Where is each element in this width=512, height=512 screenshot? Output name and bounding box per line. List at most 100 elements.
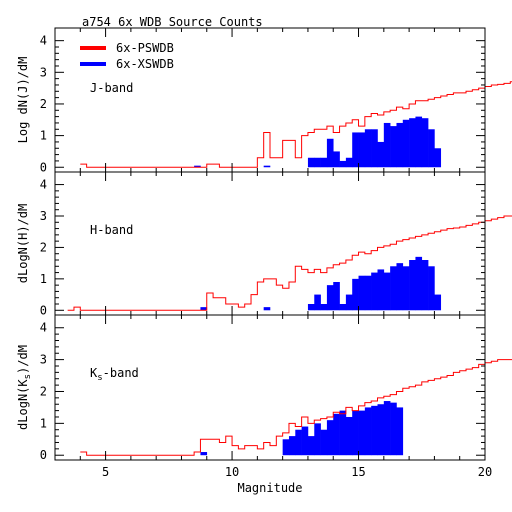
bar [434, 294, 442, 311]
bar [200, 307, 208, 311]
y-axis-label-main: dLogN(K [16, 379, 30, 430]
y-tick-label: 1 [40, 129, 47, 143]
bar [390, 402, 397, 456]
bar [421, 118, 429, 168]
band-label-main: K [90, 366, 98, 380]
bar [282, 439, 290, 456]
bar [371, 272, 378, 311]
bar [333, 282, 340, 311]
bar [409, 118, 416, 168]
bar [326, 138, 334, 168]
bar [301, 426, 309, 456]
bar [263, 307, 271, 311]
band-label: J-band [90, 81, 133, 95]
bar [415, 256, 423, 311]
x-tick-label: 5 [102, 465, 109, 479]
y-tick-label: 3 [40, 65, 47, 79]
bar [390, 126, 397, 168]
panel-h-band: 0 1 2 3 4 dLogN(H)/dM H-band [16, 171, 512, 317]
y-tick-label: 3 [40, 353, 47, 367]
x-tick-label: 10 [225, 465, 239, 479]
panel-frame [54, 314, 486, 461]
bar [314, 423, 321, 456]
y-tick-label: 4 [40, 321, 47, 335]
panel-j-band: 0 1 2 3 4 Log dN(J)/dM J-band [16, 27, 512, 174]
bar [307, 436, 315, 456]
bar [352, 278, 359, 311]
bar [377, 404, 385, 456]
bar [333, 151, 340, 168]
bar [326, 285, 334, 311]
bar [390, 266, 397, 311]
y-tick-label: 0 [40, 303, 47, 317]
bar [307, 304, 315, 311]
bar [377, 141, 385, 168]
band-label-sub: s [97, 373, 102, 383]
bar [415, 116, 423, 168]
bar [358, 132, 366, 168]
bar [352, 410, 359, 456]
bar [295, 429, 302, 456]
y-tick-label: 2 [40, 240, 47, 254]
y-tick-label: 4 [40, 178, 47, 192]
legend: 6x-PSWDB 6x-XSWDB [80, 41, 174, 71]
bar [383, 272, 391, 311]
bar [314, 294, 321, 311]
series-pswdb-step [80, 359, 512, 456]
bar [421, 260, 429, 311]
bar [345, 294, 353, 311]
bar [402, 119, 410, 168]
bar [364, 129, 372, 168]
y-tick-label: 2 [40, 97, 47, 111]
y-tick-label: 1 [40, 416, 47, 430]
bar [345, 416, 353, 456]
bar [326, 420, 334, 456]
bar [358, 275, 366, 311]
bar [307, 157, 315, 168]
legend-label-xswdb: 6x-XSWDB [116, 57, 174, 71]
bar [314, 157, 321, 168]
bar [333, 413, 340, 456]
y-tick-label: 4 [40, 34, 47, 48]
bar [345, 157, 353, 168]
band-label-tail: -band [103, 366, 139, 380]
bar [428, 129, 435, 168]
series-pswdb-step [67, 215, 512, 311]
legend-label-pswdb: 6x-PSWDB [116, 41, 174, 55]
y-tick-label: 3 [40, 209, 47, 223]
band-label: Ks-band [90, 366, 139, 383]
series-xswdb-bars [200, 256, 442, 311]
bar [288, 436, 296, 456]
bar [263, 165, 271, 168]
bar [364, 407, 372, 456]
bar [352, 132, 359, 168]
y-tick-label: 1 [40, 272, 47, 286]
series-xswdb-bars [200, 401, 404, 456]
x-tick-labels: 5 10 15 20 [102, 465, 492, 479]
y-axis-label-tail: )/dM [16, 345, 30, 374]
x-tick-label: 15 [351, 465, 365, 479]
y-tick-label: 0 [40, 160, 47, 174]
bar [320, 429, 328, 456]
y-tick-label: 2 [40, 384, 47, 398]
y-tick-label: 0 [40, 448, 47, 462]
y-axis-label: dLogN(Ks)/dM [16, 345, 33, 430]
bar [396, 263, 404, 311]
chart-title: a754 6x WDB Source Counts [82, 15, 263, 29]
bar [396, 122, 404, 168]
bar [383, 122, 391, 168]
bar [434, 148, 442, 168]
bar [194, 165, 201, 168]
bar [371, 405, 378, 456]
bar [339, 410, 347, 456]
bar [402, 266, 410, 311]
y-axis-label: Log dN(J)/dM [16, 57, 30, 144]
bar [320, 304, 328, 311]
bar [339, 304, 347, 311]
bar [409, 260, 416, 311]
bar [371, 129, 378, 168]
bar [339, 160, 347, 168]
bar [396, 407, 404, 456]
y-axis-label: dLogN(H)/dM [16, 204, 30, 283]
